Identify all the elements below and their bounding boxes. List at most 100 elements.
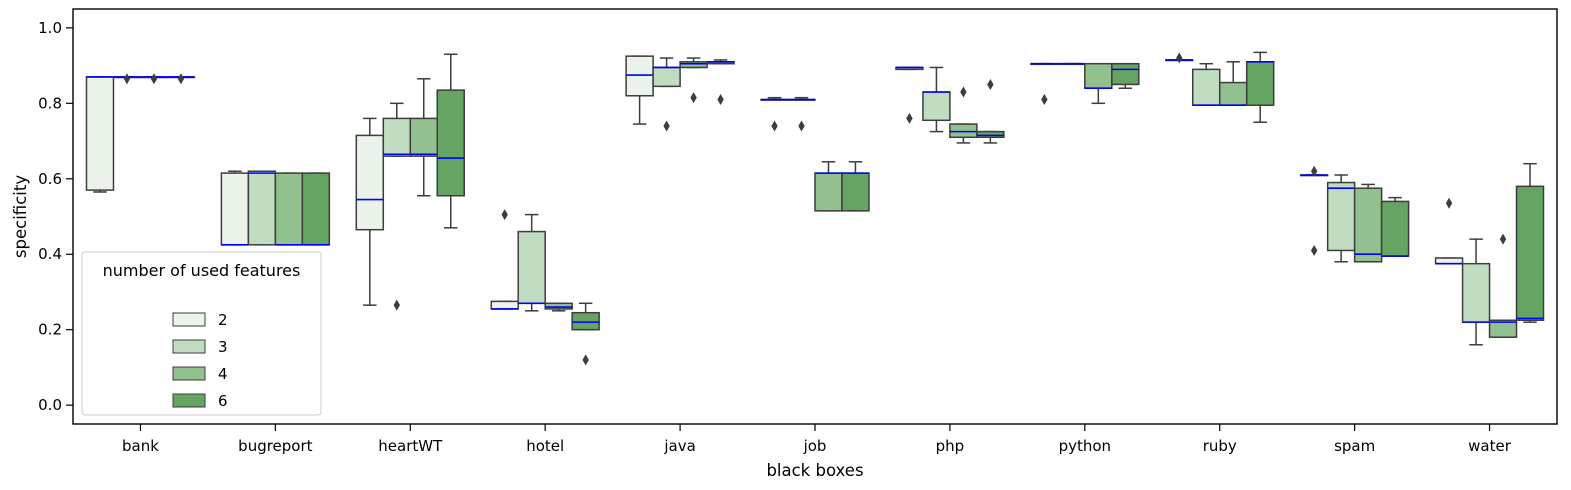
y-tick-label: 0.8 bbox=[38, 94, 62, 112]
box-heartWT-6 bbox=[436, 53, 465, 229]
iqr-box bbox=[85, 76, 115, 191]
box-job-2 bbox=[760, 96, 789, 132]
iqr-box bbox=[436, 89, 465, 197]
y-axis: 0.0 0.2 0.4 0.6 0.8 1.0 bbox=[38, 19, 73, 414]
x-tick-label: bugreport bbox=[238, 437, 312, 455]
y-tick-label: 0.6 bbox=[38, 170, 62, 188]
iqr-box bbox=[625, 55, 654, 97]
box-water-4 bbox=[1488, 233, 1518, 338]
outlier-point bbox=[582, 354, 589, 366]
iqr-box bbox=[679, 61, 708, 69]
legend-swatch-6 bbox=[172, 393, 206, 408]
iqr-box bbox=[1245, 61, 1275, 106]
box-bugreport-4 bbox=[274, 172, 304, 246]
x-tick-label: bank bbox=[122, 437, 159, 455]
iqr-box bbox=[544, 302, 573, 310]
outlier-point bbox=[150, 73, 158, 85]
iqr-box bbox=[652, 66, 681, 88]
box-java-3 bbox=[652, 57, 681, 132]
iqr-box bbox=[1111, 62, 1140, 86]
iqr-box bbox=[1353, 187, 1383, 263]
iqr-box bbox=[1488, 319, 1518, 338]
iqr-box bbox=[1218, 81, 1248, 106]
iqr-box bbox=[1191, 68, 1221, 106]
iqr-box bbox=[1326, 181, 1356, 252]
box-spam-6 bbox=[1380, 196, 1410, 257]
x-tick-label: ruby bbox=[1203, 437, 1237, 455]
iqr-box bbox=[571, 311, 600, 331]
legend-swatch-3 bbox=[172, 339, 206, 354]
iqr-box bbox=[1461, 262, 1491, 323]
x-tick-label: heartWT bbox=[378, 437, 443, 455]
box-water-6 bbox=[1515, 162, 1545, 323]
x-tick-label: php bbox=[936, 437, 965, 455]
outlier-point bbox=[717, 94, 724, 106]
iqr-box bbox=[976, 130, 1005, 139]
iqr-box bbox=[301, 172, 331, 246]
box-php-2 bbox=[895, 66, 924, 124]
legend-frame bbox=[81, 251, 322, 416]
box-php-6 bbox=[976, 78, 1005, 144]
iqr-box bbox=[247, 170, 277, 246]
box-spam-3 bbox=[1326, 174, 1356, 263]
iqr-box bbox=[841, 172, 870, 212]
box-spam-4 bbox=[1353, 183, 1383, 263]
box-spam-2 bbox=[1299, 165, 1329, 256]
outlier-point bbox=[987, 78, 994, 90]
x-tick-label: job bbox=[803, 437, 827, 455]
outlier-point bbox=[690, 92, 697, 104]
outlier-point bbox=[798, 120, 805, 132]
box-bank-6 bbox=[166, 73, 196, 85]
legend: number of used features 2 3 4 6 bbox=[81, 251, 322, 416]
box-heartWT-3 bbox=[382, 102, 412, 311]
outlier-point bbox=[1499, 233, 1507, 245]
iqr-box bbox=[355, 134, 385, 231]
iqr-box bbox=[1434, 257, 1464, 265]
box-php-3 bbox=[922, 66, 951, 133]
legend-entry-4: 4 bbox=[218, 365, 228, 383]
outlier-point bbox=[663, 120, 670, 132]
y-tick-label: 1.0 bbox=[38, 19, 62, 37]
box-job-3 bbox=[787, 96, 816, 132]
box-hotel-6 bbox=[571, 302, 600, 366]
iqr-box bbox=[517, 230, 546, 305]
box-ruby-3 bbox=[1191, 62, 1221, 107]
box-java-6 bbox=[706, 59, 735, 106]
outlier-point bbox=[1041, 94, 1048, 106]
outlier-point bbox=[123, 73, 131, 85]
outlier-point bbox=[1310, 244, 1318, 256]
legend-entry-3: 3 bbox=[218, 338, 228, 356]
box-bank-2 bbox=[85, 76, 115, 193]
iqr-box bbox=[409, 117, 439, 157]
iqr-box bbox=[382, 117, 412, 157]
y-tick-label: 0.2 bbox=[38, 321, 62, 339]
outlier-point bbox=[906, 112, 913, 124]
outlier-point bbox=[1445, 197, 1453, 209]
box-java-2 bbox=[625, 55, 654, 125]
legend-swatch-2 bbox=[172, 312, 206, 327]
outlier-point bbox=[177, 73, 185, 85]
x-axis: bank bugreport heartWT hotel java job php pytho… bbox=[122, 424, 1512, 455]
box-bank-3 bbox=[112, 73, 142, 85]
box-python-2 bbox=[1030, 62, 1059, 106]
box-ruby-4 bbox=[1218, 61, 1248, 107]
box-php-4 bbox=[949, 86, 978, 144]
legend-entry-2: 2 bbox=[218, 311, 228, 329]
box-python-3 bbox=[1057, 62, 1086, 66]
x-axis-label: black boxes bbox=[766, 461, 863, 480]
box-job-4 bbox=[814, 161, 843, 212]
box-hotel-3 bbox=[517, 213, 546, 312]
box-heartWT-2 bbox=[355, 117, 385, 306]
iqr-box bbox=[274, 172, 304, 246]
box-water-2 bbox=[1434, 197, 1464, 265]
iqr-box bbox=[1380, 200, 1410, 257]
y-tick-label: 0.0 bbox=[38, 396, 62, 414]
iqr-box bbox=[814, 172, 843, 212]
box-job-6 bbox=[841, 161, 870, 212]
outlier-point bbox=[960, 86, 967, 98]
legend-title: number of used features bbox=[103, 261, 301, 280]
box-ruby-6 bbox=[1245, 51, 1275, 123]
box-ruby-2 bbox=[1165, 52, 1194, 64]
iqr-box bbox=[490, 300, 519, 310]
